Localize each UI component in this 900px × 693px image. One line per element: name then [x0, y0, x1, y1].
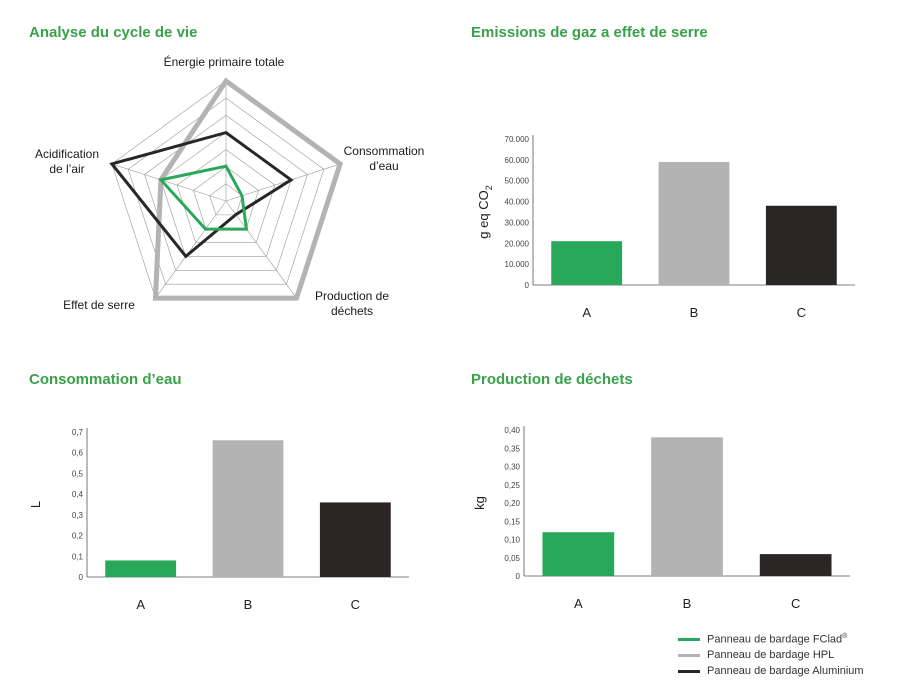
y-tick-label: 0,20 [504, 499, 520, 508]
y-tick-label: 0,35 [504, 444, 520, 453]
radar-axis-label-consommation-d-eau: Consommation d’eau [344, 144, 425, 173]
bar-c [319, 502, 391, 577]
legend-swatch-fclad [678, 637, 700, 641]
legend: Panneau de bardage FClad® Panneau de bar… [678, 631, 864, 679]
legend-label-hpl: Panneau de bardage HPL [707, 649, 835, 661]
y-tick-label: 70.000 [505, 135, 530, 144]
radar-spoke [225, 200, 297, 299]
y-axis-label: kg [472, 496, 487, 510]
y-axis-label: g eq CO2 [476, 185, 494, 238]
y-tick-label: 0 [79, 573, 84, 582]
x-tick-label: B [244, 597, 253, 612]
radar-grid-ring [144, 114, 308, 271]
legend-item-aluminium: Panneau de bardage Aluminium [678, 663, 864, 679]
radar-spoke [225, 163, 341, 202]
x-tick-label: B [683, 596, 692, 611]
radar-series-panneau-de-bardage-hpl [152, 77, 344, 301]
y-tick-label: 10.000 [505, 260, 530, 269]
x-tick-label: B [690, 305, 699, 320]
y-tick-label: 0,10 [504, 536, 520, 545]
y-tick-label: 0,25 [504, 481, 520, 490]
y-tick-label: 0,4 [72, 490, 84, 499]
waste-title: Production de déchets [471, 371, 633, 388]
y-tick-label: 0,15 [504, 517, 520, 526]
y-tick-label: 20.000 [505, 239, 530, 248]
x-tick-label: A [582, 305, 591, 320]
legend-registered-mark: ® [842, 632, 848, 640]
radar-grid-ring [176, 149, 276, 243]
radar-axis-label-acidification-de-l-air: Acidification de l’air [35, 147, 99, 176]
y-tick-label: 0,30 [504, 463, 520, 472]
y-axis-label: L [28, 501, 43, 508]
y-tick-label: 0 [516, 572, 521, 581]
y-tick-label: 0,1 [72, 552, 84, 561]
legend-item-hpl: Panneau de bardage HPL [678, 647, 864, 663]
bar-c [759, 554, 832, 576]
x-tick-label: A [136, 597, 145, 612]
x-tick-label: A [574, 596, 583, 611]
x-tick-label: C [797, 305, 806, 320]
y-tick-label: 0,40 [504, 426, 520, 435]
radar-spoke [111, 163, 227, 202]
ghg-title: Emissions de gaz a effet de serre [471, 24, 708, 41]
radar-title: Analyse du cycle de vie [29, 24, 198, 41]
bar-b [212, 440, 284, 577]
bar-a [542, 532, 615, 576]
water-title: Consommation d’eau [29, 371, 182, 388]
legend-label-fclad: Panneau de bardage FClad [707, 633, 843, 646]
radar-grid-ring [127, 97, 325, 285]
radar-series-panneau-de-bardage-fclad [158, 164, 249, 231]
legend-label-aluminium: Panneau de bardage Aluminium [707, 665, 864, 677]
y-tick-label: 40.000 [505, 198, 530, 207]
radar-axis-label-production-de-dechets: Production de déchets [315, 289, 389, 318]
radar-axis-label-effet-de-serre: Effet de serre [63, 298, 135, 312]
radar-axis-label-energie-primaire-totale: Énergie primaire totale [164, 54, 285, 69]
x-tick-label: C [351, 597, 360, 612]
bar-a [551, 241, 623, 285]
y-tick-label: 0 [525, 281, 530, 290]
y-tick-label: 50.000 [505, 177, 530, 186]
bar-c [765, 205, 837, 285]
y-tick-label: 0,5 [72, 469, 84, 478]
radar-series-panneau-de-bardage-aluminium [109, 130, 294, 259]
legend-item-fclad: Panneau de bardage FClad® [678, 631, 864, 647]
y-tick-label: 0,05 [504, 554, 520, 563]
radar-spoke [155, 200, 227, 299]
x-tick-label: C [791, 596, 800, 611]
y-tick-label: 0,6 [72, 449, 84, 458]
y-tick-label: 60.000 [505, 156, 530, 165]
y-tick-label: 30.000 [505, 218, 530, 227]
y-tick-label: 0,3 [72, 511, 84, 520]
bar-a [105, 560, 177, 577]
bar-b [651, 437, 723, 576]
bar-b [658, 161, 730, 285]
y-tick-label: 0,2 [72, 532, 84, 541]
y-tick-label: 0,7 [72, 428, 84, 437]
legend-swatch-aluminium [678, 669, 700, 673]
legend-swatch-hpl [678, 653, 700, 657]
